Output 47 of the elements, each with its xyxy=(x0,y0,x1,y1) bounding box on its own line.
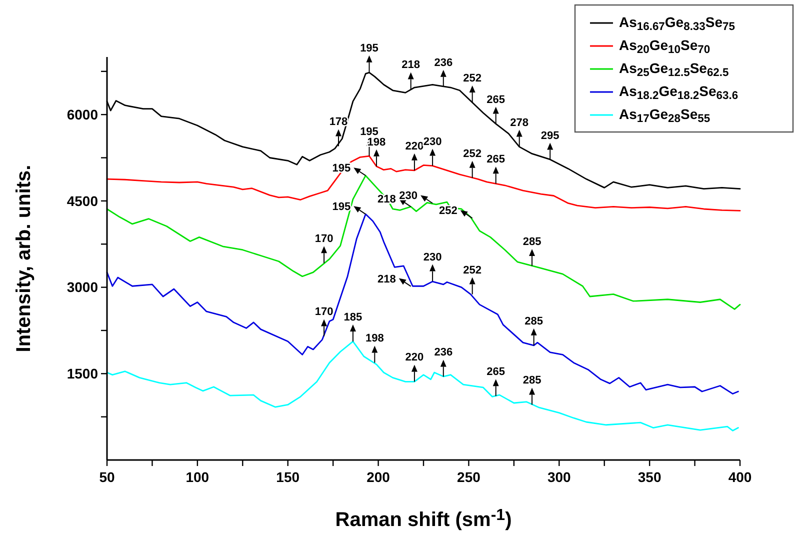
annotation: 230 xyxy=(423,251,442,264)
x-tick-label: 150 xyxy=(276,469,300,485)
x-tick-label: 300 xyxy=(547,469,572,485)
legend-label: As$_{17}$Ge$_{28}$Se$_{55}$ xyxy=(619,106,710,125)
annotation: 278 xyxy=(510,116,529,129)
annotation: 265 xyxy=(486,154,506,166)
y-tick-label: 6000 xyxy=(66,106,98,122)
annotation: 185 xyxy=(344,312,362,324)
y-tick-label: 3000 xyxy=(66,279,98,296)
annotation: 220 xyxy=(405,140,424,152)
annotation: 236 xyxy=(434,346,453,359)
annotation: 195 xyxy=(360,126,378,138)
annotation: 218 xyxy=(377,273,396,286)
x-tick-label: 50 xyxy=(99,469,115,485)
legend-label: As$_{25}$Ge$_{12.5}$Se$_{62.5}$ xyxy=(619,60,729,79)
annotation: 252 xyxy=(438,205,458,218)
annotation: 285 xyxy=(522,236,542,248)
annotation: 195 xyxy=(332,201,351,214)
annotation: 170 xyxy=(314,233,334,246)
y-tick-label: 1500 xyxy=(66,366,98,382)
annotation: 230 xyxy=(399,190,418,202)
annotation: 285 xyxy=(524,315,544,328)
x-tick-label: 200 xyxy=(366,469,390,485)
x-tick-label: 100 xyxy=(186,469,210,485)
y-axis-title: Intensity, arb. units. xyxy=(13,164,35,352)
legend-label: As$_{20}$Ge$_{10}$Se$_{70}$ xyxy=(619,37,710,56)
annotation: 252 xyxy=(463,264,482,276)
annotation: 252 xyxy=(463,72,482,85)
annotation: 252 xyxy=(463,148,482,160)
annotation: 218 xyxy=(402,59,420,72)
annotation: 265 xyxy=(486,366,506,378)
x-axis-title: Raman shift (sm$^{-1}$) xyxy=(335,506,512,531)
annotation: 285 xyxy=(522,374,542,387)
x-tick-label: 250 xyxy=(457,469,481,485)
annotation: 230 xyxy=(423,136,442,148)
annotation: 195 xyxy=(360,42,378,54)
annotation: 170 xyxy=(314,306,334,318)
x-tick-label: 350 xyxy=(638,469,662,485)
annotation: 198 xyxy=(365,332,384,345)
annotation: 220 xyxy=(405,352,424,364)
legend-label: As$_{16.67}$Ge$_{8.33}$Se$_{75}$ xyxy=(619,14,735,33)
annotation: 295 xyxy=(540,130,560,142)
annotation: 265 xyxy=(486,94,506,106)
x-tick-label: 400 xyxy=(728,469,752,485)
y-tick-label: 4500 xyxy=(66,192,98,209)
legend-label: As$_{18.2}$Ge$_{18.2}$Se$_{63.6}$ xyxy=(619,83,738,102)
annotation: 236 xyxy=(434,56,453,69)
